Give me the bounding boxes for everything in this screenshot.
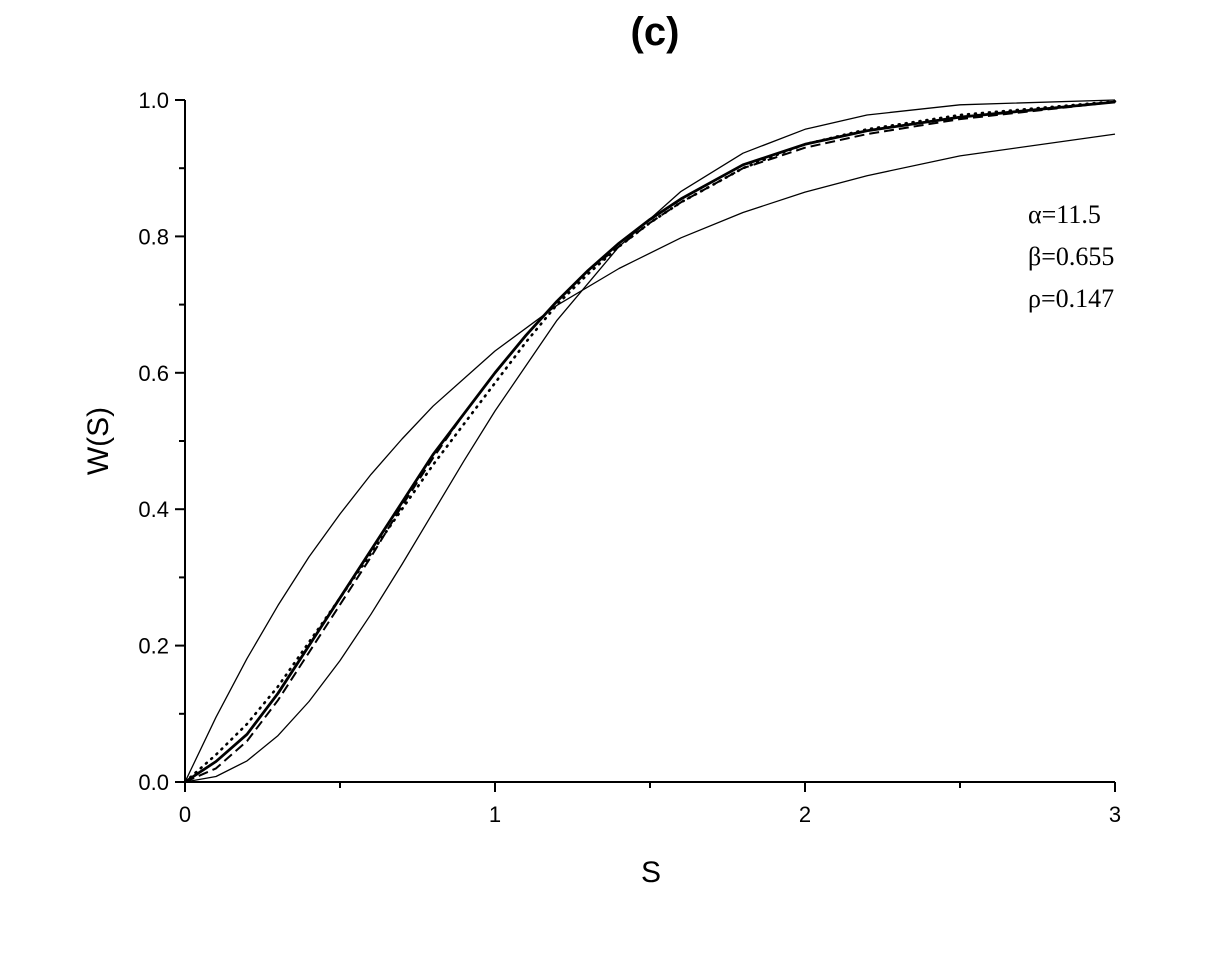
annotation-beta: β=0.655	[1028, 242, 1114, 271]
y-tick-label: 0.2	[138, 634, 169, 659]
y-tick-label: 0.4	[138, 497, 169, 522]
y-tick-label: 1.0	[138, 88, 169, 113]
series-line-4	[184, 101, 1116, 783]
y-tick-label: 0.6	[138, 361, 169, 386]
series-line-2	[184, 99, 1116, 783]
series-line-5	[183, 100, 1117, 784]
x-tick-label: 2	[799, 802, 811, 827]
y-tick-label: 0.8	[138, 224, 169, 249]
x-tick-label: 1	[489, 802, 501, 827]
annotation-rho: ρ=0.147	[1028, 284, 1114, 313]
annotation-alpha: α=11.5	[1028, 200, 1101, 229]
plot-area: 0 1 2 3 0.0 0.2 0.4 0.6 0.8 1.0	[138, 88, 1121, 827]
x-axis-title: S	[641, 856, 661, 889]
y-tick-label: 0.0	[138, 770, 169, 795]
y-axis-title: W(S)	[82, 407, 115, 475]
x-tick-label: 0	[179, 802, 191, 827]
chart-title: (c)	[631, 10, 680, 54]
series-line-1	[184, 133, 1116, 783]
x-tick-label: 3	[1109, 802, 1121, 827]
